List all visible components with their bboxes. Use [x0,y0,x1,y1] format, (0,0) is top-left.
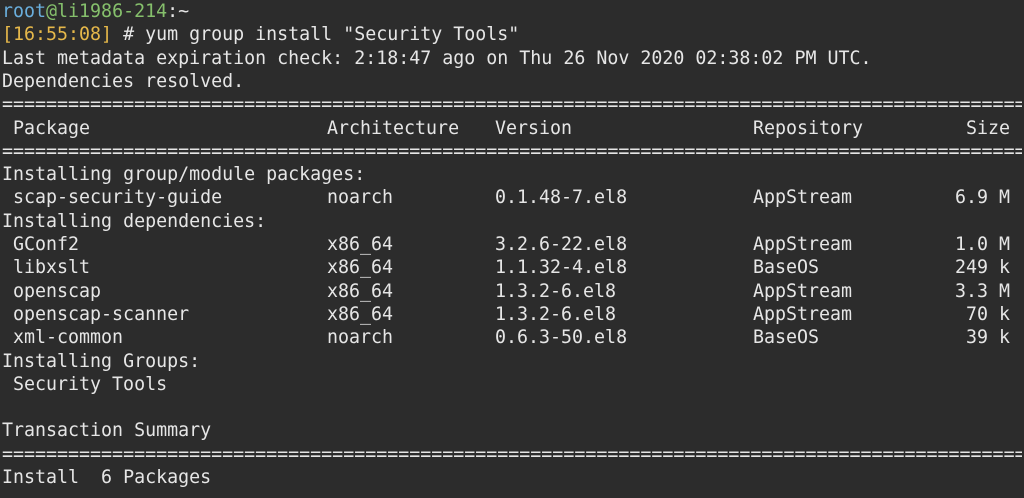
package-version: 1.3.2-6.el8 [495,303,617,325]
package-version: 0.1.48-7.el8 [495,187,628,209]
separator: ========================================… [2,94,1022,116]
package-version: 1.1.32-4.el8 [495,257,628,279]
resolved-line: Dependencies resolved. [2,70,245,92]
package-size: 70 k [965,303,1010,325]
section-groups: Installing Groups: [2,350,201,372]
table-row: Security Tools [2,373,1022,396]
table-row: scap-security-guide noarch 0.1.48-7.el8 … [2,186,1022,209]
separator: ========================================… [2,443,1022,465]
header-architecture: Architecture [327,117,460,139]
package-repo: AppStream [753,187,853,209]
package-arch: noarch [327,187,394,209]
package-size: 6.9 M [954,187,1010,209]
package-version: 3.2.6-22.el8 [495,234,628,255]
prompt-line: root@li1986-214:~ [2,0,1022,23]
metadata-line: Last metadata expiration check: 2:18:47 … [2,47,872,69]
install-summary: Install 6 Packages [2,467,212,488]
header-version: Version [495,117,573,139]
prompt-user: root [2,1,47,22]
summary-title: Transaction Summary [2,420,212,442]
command-line: [16:55:08] # yum group install "Security… [2,23,1022,46]
package-name: scap-security-guide [13,187,223,209]
package-name: xml-common [13,327,124,349]
prompt-host: @li1986-214 [46,1,168,22]
header-package: Package [13,117,91,139]
section-dependencies: Installing dependencies: [2,210,267,232]
group-name: Security Tools [13,373,168,395]
header-repository: Repository [753,117,864,139]
package-name: GConf2 [13,234,80,255]
table-row: openscap x86_64 1.3.2-6.el8 AppStream 3.… [2,280,1022,303]
table-row: openscap-scanner x86_64 1.3.2-6.el8 AppS… [2,303,1022,326]
package-size: 1.0 M [954,234,1010,255]
package-arch: noarch [327,327,394,349]
package-version: 0.6.3-50.el8 [495,327,628,349]
package-arch: x86_64 [327,234,394,255]
table-header: Package Architecture Version Repository … [2,117,1022,140]
package-arch: x86_64 [327,280,394,302]
prompt-time: [16:55:08] [2,24,113,46]
table-row: xml-common noarch 0.6.3-50.el8 BaseOS 39… [2,326,1022,349]
package-version: 1.3.2-6.el8 [495,280,617,302]
package-repo: AppStream [753,280,853,302]
package-repo: AppStream [753,234,853,255]
separator: ========================================… [2,140,1022,162]
package-repo: AppStream [753,303,853,325]
package-name: libxslt [13,257,91,279]
command-text: # yum group install "Security Tools" [112,24,520,46]
section-group-packages: Installing group/module packages: [2,164,366,186]
package-name: openscap [13,280,102,302]
prompt-path: :~ [167,1,190,22]
header-size: Size [965,117,1010,139]
package-repo: BaseOS [753,257,820,279]
package-size: 39 k [965,327,1010,349]
table-row: GConf2 x86_64 3.2.6-22.el8 AppStream 1.0… [2,233,1022,256]
package-repo: BaseOS [753,327,820,349]
package-arch: x86_64 [327,303,394,325]
package-size: 3.3 M [954,280,1010,302]
package-name: openscap-scanner [13,303,190,325]
package-arch: x86_64 [327,257,394,279]
package-size: 249 k [954,257,1010,279]
table-row: libxslt x86_64 1.1.32-4.el8 BaseOS 249 k [2,256,1022,279]
